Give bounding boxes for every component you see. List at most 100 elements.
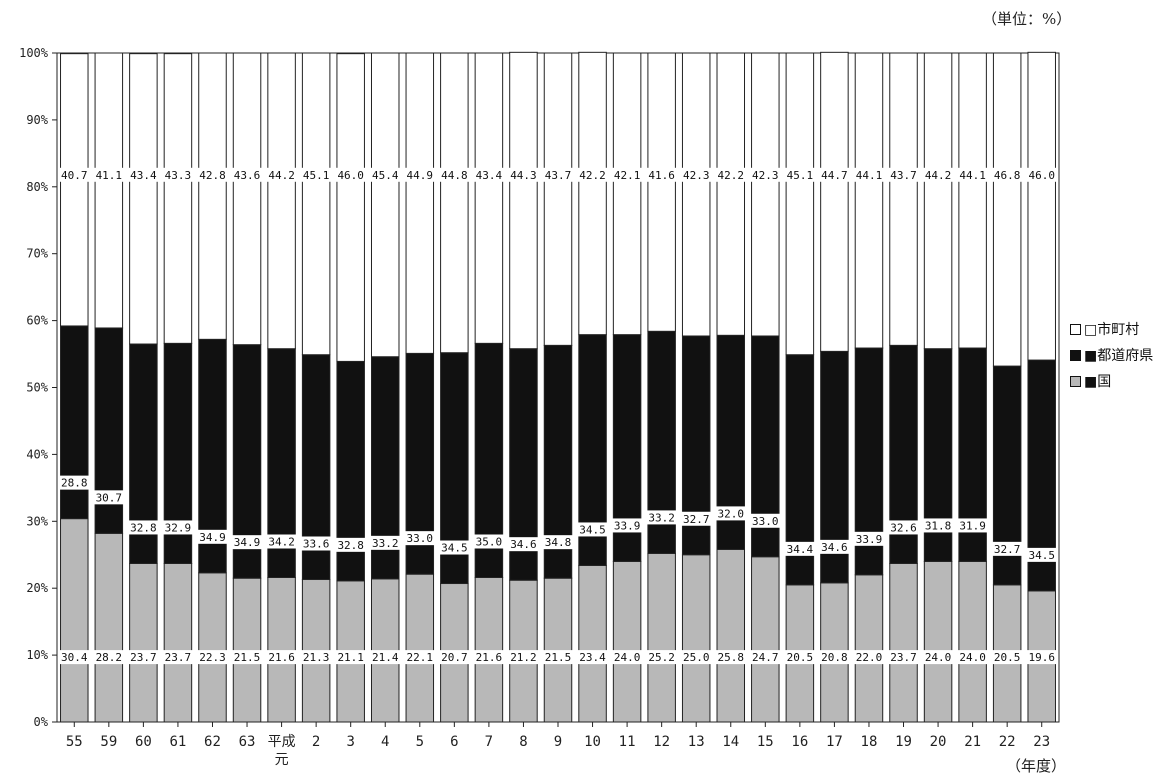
data-label-bg-national [681, 650, 712, 665]
data-label-municipal: 42.8 [199, 169, 226, 182]
x-tick-label: 19 [895, 734, 912, 750]
x-tick-label: 18 [861, 734, 878, 750]
data-label-prefecture: 32.7 [683, 513, 710, 526]
data-label-bg-national [404, 650, 435, 665]
bar-segment-municipal [232, 52, 262, 346]
data-label-bg-municipal [404, 167, 435, 182]
data-label-municipal: 42.1 [614, 169, 641, 182]
data-label-national: 23.4 [579, 651, 606, 664]
data-label-municipal: 44.1 [856, 169, 883, 182]
y-tick-label: 30% [26, 514, 48, 528]
data-label-bg-municipal [508, 167, 539, 182]
data-label-municipal: 43.4 [476, 169, 503, 182]
data-label-bg-national [1026, 650, 1057, 665]
data-label-bg-prefecture [992, 541, 1023, 556]
data-label-bg-municipal [301, 167, 332, 182]
data-label-bg-national [646, 650, 677, 665]
bar-segment-municipal [336, 53, 365, 362]
data-label-municipal: 42.2 [718, 169, 745, 182]
data-label-national: 21.4 [372, 651, 399, 664]
data-label-bg-prefecture [612, 518, 643, 533]
data-label-municipal: 43.4 [130, 169, 157, 182]
data-label-municipal: 43.7 [890, 169, 917, 182]
data-label-prefecture: 32.8 [130, 521, 157, 534]
bar-segment-municipal [820, 51, 849, 352]
bar-segment-municipal [163, 53, 193, 344]
data-label-bg-municipal [819, 167, 850, 182]
data-label-national: 21.1 [337, 651, 364, 664]
data-label-bg-national [439, 650, 470, 665]
data-label-bg-prefecture [957, 518, 988, 533]
data-label-bg-national [508, 650, 539, 665]
data-label-prefecture: 34.6 [821, 541, 848, 554]
data-label-bg-national [784, 650, 815, 665]
legend-swatch-national [1070, 375, 1081, 387]
data-label-municipal: 43.7 [545, 169, 572, 182]
bar-segment-national [923, 560, 953, 723]
data-label-prefecture: 34.2 [268, 535, 295, 548]
data-label-national: 25.8 [718, 651, 745, 664]
data-label-prefecture: 30.7 [96, 491, 123, 504]
data-label-national: 22.0 [856, 651, 883, 664]
x-tick-label: 2 [312, 734, 320, 750]
x-tick-label: 3 [346, 734, 354, 750]
bar-segment-municipal [509, 51, 538, 350]
unit-label: （単位：%） [982, 10, 1072, 28]
x-tick-label: 9 [554, 734, 562, 750]
data-label-bg-national [957, 650, 988, 665]
bar-segment-municipal [716, 52, 746, 336]
data-label-bg-prefecture [681, 511, 712, 526]
bar-segment-municipal [785, 52, 815, 356]
x-tick-label: 12 [653, 734, 670, 750]
bar-segment-municipal [543, 52, 573, 346]
x-tick-label: 4 [381, 734, 389, 750]
bar-segment-national [889, 562, 918, 723]
data-label-prefecture: 34.8 [545, 536, 572, 549]
x-tick-label: 15 [757, 734, 774, 750]
data-label-bg-municipal [128, 167, 159, 182]
data-label-national: 23.7 [130, 651, 157, 664]
bar-segment-municipal [612, 52, 642, 336]
data-label-prefecture: 28.8 [61, 477, 88, 490]
data-label-bg-prefecture [577, 522, 608, 537]
data-label-bg-municipal [923, 167, 954, 182]
data-label-bg-prefecture [923, 518, 954, 533]
y-tick-label: 70% [26, 247, 48, 261]
data-label-national: 20.5 [787, 651, 814, 664]
x-tick-label: 21 [964, 734, 981, 750]
data-label-national: 19.6 [1028, 651, 1055, 664]
data-label-prefecture: 32.8 [337, 539, 364, 552]
data-label-bg-prefecture [543, 535, 573, 550]
data-label-municipal: 46.0 [1028, 169, 1055, 182]
data-label-prefecture: 34.9 [234, 536, 261, 549]
data-label-prefecture: 33.0 [752, 515, 779, 528]
data-label-national: 21.3 [303, 651, 330, 664]
data-label-municipal: 45.4 [372, 169, 399, 182]
x-tick-label: 22 [999, 734, 1016, 750]
data-label-bg-national [543, 650, 573, 665]
data-label-national: 23.7 [890, 651, 917, 664]
data-label-prefecture: 34.5 [579, 523, 606, 536]
data-label-bg-municipal [750, 167, 781, 182]
data-label-municipal: 46.0 [337, 169, 364, 182]
data-label-bg-municipal [1026, 167, 1057, 182]
bar-segment-national [716, 548, 746, 723]
bar-segment-municipal [958, 52, 987, 349]
data-label-national: 21.2 [510, 651, 537, 664]
x-tick-label: 23 [1033, 734, 1050, 750]
data-label-bg-prefecture [439, 540, 470, 555]
data-label-bg-prefecture [266, 534, 297, 549]
data-label-national: 24.0 [614, 651, 641, 664]
data-label-bg-national [128, 650, 159, 665]
data-label-bg-national [59, 650, 90, 665]
data-label-bg-municipal [232, 167, 263, 182]
data-label-bg-national [577, 650, 608, 665]
y-tick-label: 80% [26, 180, 48, 194]
x-tick-label: 10 [584, 734, 601, 750]
x-tick-label: 59 [100, 734, 117, 750]
data-label-prefecture: 34.5 [1028, 549, 1055, 562]
bar-segment-national [60, 518, 89, 723]
bar-segment-national [163, 562, 193, 723]
data-label-prefecture: 31.9 [959, 519, 986, 532]
